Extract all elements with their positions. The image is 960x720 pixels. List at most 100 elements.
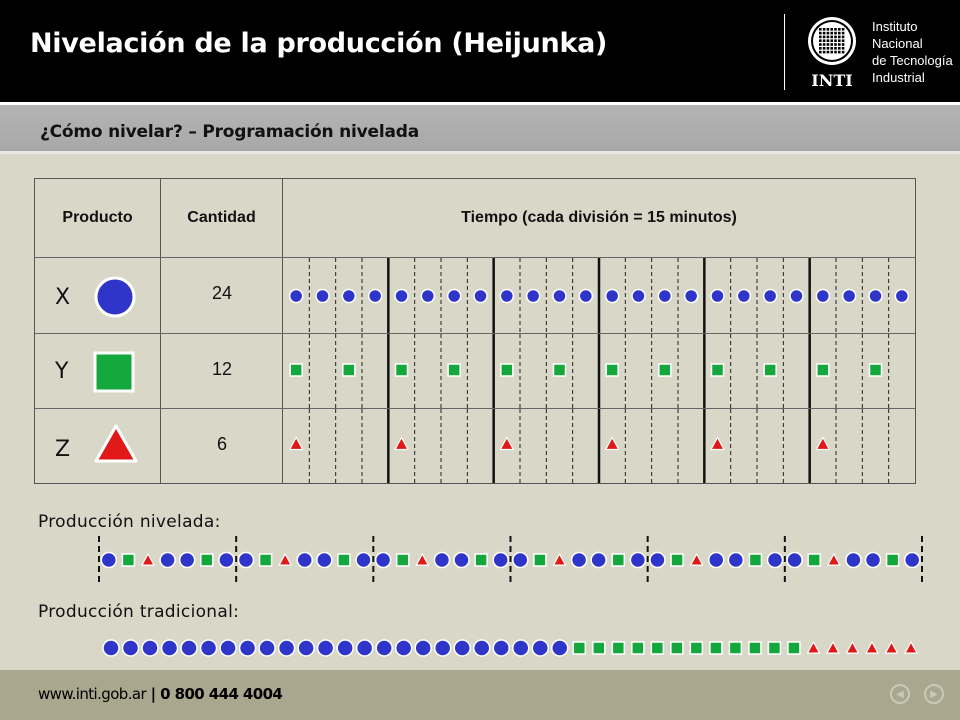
circle-item: [238, 639, 257, 657]
triangle-item: [289, 436, 304, 451]
circle-item: [178, 551, 196, 569]
table-divider: [35, 333, 915, 334]
time-grid: [288, 258, 910, 483]
circle-item: [258, 639, 276, 657]
circle-item: [367, 288, 383, 304]
triangle-item: [865, 641, 879, 654]
logo-wordmark: INTI: [811, 71, 853, 90]
circle-item: [845, 551, 862, 569]
square-item: [787, 641, 801, 655]
quantity-x: 24: [211, 283, 233, 303]
traditional-label: Producción tradicional:: [38, 602, 240, 622]
triangle-item: [845, 641, 860, 654]
circle-item: [492, 551, 509, 569]
circle-item: [100, 551, 118, 569]
table-divider: [160, 179, 161, 483]
square-item: [394, 363, 409, 377]
circle-item: [355, 639, 374, 657]
triangle-item: [605, 436, 620, 451]
footer-site: www.inti.gob.ar: [38, 685, 147, 703]
quantity-z: 6: [216, 434, 227, 454]
square-item: [728, 641, 743, 655]
circle-item: [766, 551, 784, 569]
triangle-item: [141, 553, 155, 566]
table-divider: [35, 257, 915, 258]
square-item: [342, 363, 356, 377]
circle-item: [525, 288, 541, 304]
circle-item: [894, 288, 910, 304]
square-item: [552, 363, 567, 377]
circle-item: [316, 551, 333, 569]
circle-item: [355, 551, 372, 569]
triangle-item: [710, 436, 725, 451]
square-icon: [93, 351, 135, 393]
circle-item: [531, 639, 550, 657]
circle-item: [341, 288, 357, 304]
header-bar: Nivelación de la producción (Heijunka) I…: [0, 0, 960, 102]
circle-item: [433, 639, 452, 657]
square-item: [885, 553, 900, 567]
footer-phone: 0 800 444 4004: [160, 685, 283, 703]
circle-item: [903, 551, 921, 569]
footer-contact: www.inti.gob.ar | 0 800 444 4004: [38, 685, 283, 703]
circle-icon: [94, 276, 136, 318]
square-item: [533, 553, 547, 567]
triangle-item: [278, 553, 292, 566]
square-item: [767, 641, 782, 655]
circle-item: [277, 639, 296, 657]
triangle-item: [499, 436, 514, 451]
section-title: ¿Cómo nivelar? – Programación nivelada: [40, 122, 419, 142]
circle-item: [473, 288, 488, 304]
circle-item: [789, 288, 804, 304]
product-label-y: Y: [55, 359, 69, 384]
circle-item: [762, 288, 778, 304]
circle-item: [414, 639, 432, 657]
circle-item: [375, 639, 393, 657]
square-item: [395, 553, 410, 567]
circle-item: [710, 288, 725, 304]
circle-item: [578, 288, 594, 304]
logo-divider: [784, 14, 785, 90]
circle-item: [657, 288, 673, 304]
square-item: [611, 641, 626, 655]
circle-item: [864, 551, 882, 569]
inti-logo: INTI: [808, 17, 856, 90]
circle-item: [420, 288, 436, 304]
triangle-item: [690, 553, 704, 566]
circle-item: [160, 639, 179, 657]
header-tiempo: Tiempo (cada división = 15 minutos): [461, 209, 737, 226]
next-arrow-icon[interactable]: ▶: [924, 684, 944, 704]
square-item: [710, 363, 725, 377]
square-item: [289, 363, 303, 377]
circle-item: [649, 551, 666, 569]
square-item: [200, 553, 214, 567]
triangle-item: [884, 641, 899, 654]
product-label-z: Z: [55, 437, 71, 462]
logo-line: Instituto: [872, 19, 918, 34]
circle-item: [841, 288, 857, 304]
circle-item: [492, 639, 510, 657]
circle-item: [394, 288, 409, 304]
square-item: [807, 553, 821, 567]
logo-line: Industrial: [872, 70, 925, 85]
circle-item: [453, 639, 471, 657]
circle-item: [180, 639, 198, 657]
triangle-item: [827, 553, 841, 566]
prev-arrow-icon[interactable]: ◀: [890, 684, 910, 704]
square-item: [689, 641, 704, 655]
logo-text: Instituto Nacional de Tecnología Industr…: [872, 18, 953, 86]
circle-item: [815, 288, 831, 304]
circle-item: [604, 288, 620, 304]
footer-bar: www.inti.gob.ar | 0 800 444 4004 ◀ ▶: [0, 670, 960, 720]
square-item: [258, 553, 273, 567]
circle-item: [159, 551, 176, 569]
triangle-icon: [94, 424, 138, 463]
circle-item: [590, 551, 607, 569]
triangle-item: [806, 641, 821, 654]
circle-item: [288, 288, 304, 304]
page-title: Nivelación de la producción (Heijunka): [30, 28, 608, 59]
square-item: [605, 363, 619, 377]
circle-item: [736, 288, 752, 304]
square-item: [650, 641, 665, 655]
triangle-item: [552, 553, 567, 566]
